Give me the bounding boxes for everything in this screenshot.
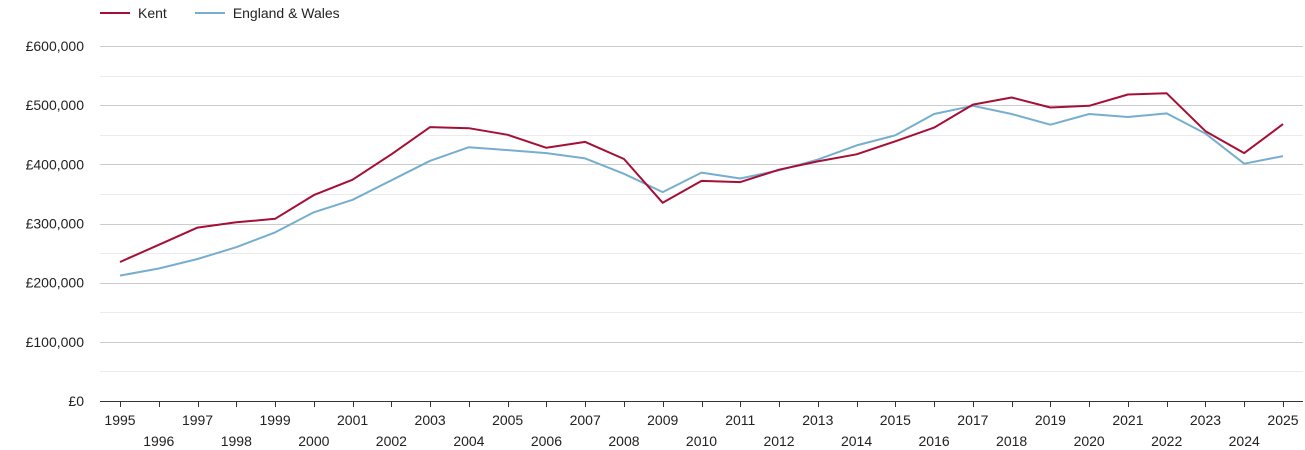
x-tick-label: 2015 (880, 412, 911, 428)
x-tick-label: 2011 (725, 412, 755, 428)
x-tick-label: 1999 (259, 412, 290, 428)
legend-swatch-england-wales (194, 12, 225, 14)
x-tick-label: 2018 (996, 433, 1027, 449)
y-tick-label: £600,000 (26, 38, 85, 54)
x-tick-label: 2022 (1151, 433, 1182, 449)
x-tick-label: 2021 (1112, 412, 1143, 428)
y-tick-label: £400,000 (26, 156, 85, 172)
x-tick-label: 2019 (1035, 412, 1066, 428)
x-tick-label: 2003 (415, 412, 446, 428)
x-tick-label: 1996 (143, 433, 174, 449)
legend-item-england-wales[interactable]: England & Wales (194, 5, 340, 21)
x-tick-label: 1995 (104, 412, 135, 428)
x-tick-label: 2006 (531, 433, 562, 449)
x-tick-label: 1997 (182, 412, 213, 428)
x-tick-label: 2002 (376, 433, 407, 449)
series-line-england-wales (119, 104, 1284, 277)
y-tick-label: £500,000 (26, 97, 85, 113)
y-tick-label: £200,000 (26, 275, 85, 291)
x-tick-label: 2004 (453, 433, 484, 449)
legend-label-england-wales: England & Wales (232, 5, 340, 21)
x-tick-label: 2001 (337, 412, 368, 428)
y-tick-label: £300,000 (26, 216, 85, 232)
legend-label-kent: Kent (138, 5, 167, 21)
x-tick-label: 2012 (763, 433, 794, 449)
x-tick-label: 2005 (492, 412, 523, 428)
x-tick-label: 2010 (686, 433, 717, 449)
x-tick-label: 2016 (919, 433, 950, 449)
y-tick-label: £0 (68, 393, 84, 409)
x-tick-label: 2025 (1267, 412, 1298, 428)
x-tick-label: 2017 (957, 412, 988, 428)
x-tick-label: 2020 (1074, 433, 1105, 449)
chart-legend: Kent England & Wales (100, 4, 368, 22)
x-tick-label: 2007 (570, 412, 601, 428)
x-tick-label: 2009 (647, 412, 678, 428)
y-tick-label: £100,000 (26, 334, 85, 350)
x-tick-label: 2014 (841, 433, 872, 449)
series-line-kent (119, 92, 1284, 263)
x-tick-label: 2000 (298, 433, 329, 449)
legend-swatch-kent (100, 12, 130, 14)
x-tick-label: 2024 (1229, 433, 1260, 449)
legend-item-kent[interactable]: Kent (100, 5, 167, 21)
x-tick-label: 2023 (1190, 412, 1221, 428)
x-tick-label: 2013 (802, 412, 833, 428)
x-tick-label: 2008 (608, 433, 639, 449)
x-tick-label: 1998 (221, 433, 252, 449)
